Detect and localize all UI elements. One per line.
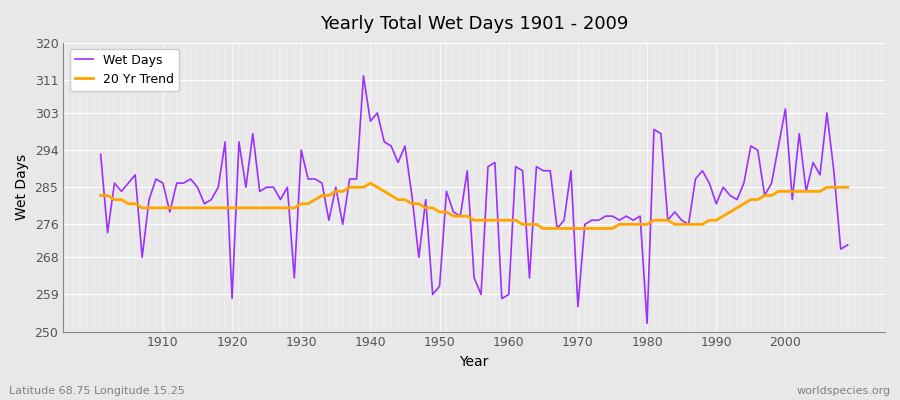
- 20 Yr Trend: [150, 206, 161, 210]
- 20 Yr Trend: [842, 185, 853, 190]
- Y-axis label: Wet Days: Wet Days: [15, 154, 29, 220]
- Wet Days: [510, 164, 521, 169]
- 20 Yr Trend: [365, 181, 376, 186]
- Line: 20 Yr Trend: 20 Yr Trend: [101, 183, 848, 228]
- Title: Yearly Total Wet Days 1901 - 2009: Yearly Total Wet Days 1901 - 2009: [320, 15, 628, 33]
- Text: worldspecies.org: worldspecies.org: [796, 386, 891, 396]
- 20 Yr Trend: [600, 226, 611, 231]
- Text: Latitude 68.75 Longitude 15.25: Latitude 68.75 Longitude 15.25: [9, 386, 184, 396]
- Wet Days: [344, 176, 355, 181]
- Wet Days: [150, 176, 161, 181]
- 20 Yr Trend: [344, 185, 355, 190]
- 20 Yr Trend: [538, 226, 549, 231]
- X-axis label: Year: Year: [460, 355, 489, 369]
- Wet Days: [642, 321, 652, 326]
- 20 Yr Trend: [302, 201, 313, 206]
- Wet Days: [358, 74, 369, 78]
- Wet Days: [95, 152, 106, 157]
- Wet Days: [593, 218, 604, 223]
- Wet Days: [842, 242, 853, 247]
- Wet Days: [302, 176, 313, 181]
- 20 Yr Trend: [503, 218, 514, 223]
- Legend: Wet Days, 20 Yr Trend: Wet Days, 20 Yr Trend: [69, 49, 179, 91]
- Wet Days: [503, 292, 514, 297]
- Line: Wet Days: Wet Days: [101, 76, 848, 323]
- 20 Yr Trend: [510, 218, 521, 223]
- 20 Yr Trend: [95, 193, 106, 198]
